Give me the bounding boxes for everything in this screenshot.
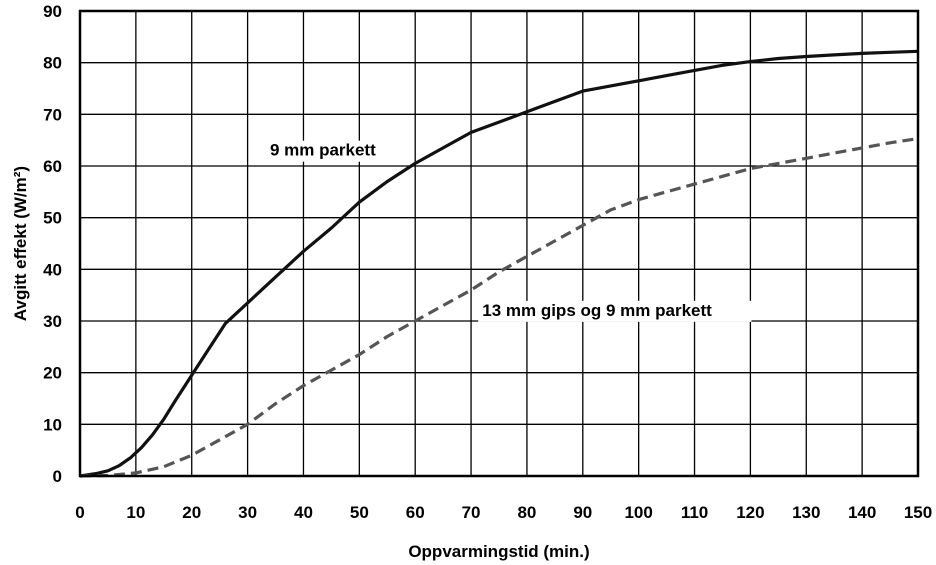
y-tick-label: 0 [53,467,62,486]
y-tick-label: 40 [43,260,62,279]
x-tick-label: 100 [624,503,652,522]
x-tick-label: 150 [904,503,932,522]
annotation-background [265,140,397,162]
x-tick-label: 80 [517,503,536,522]
annotations: 9 mm parkett 13 mm gips og 9 mm parkett [265,140,752,322]
x-tick-label: 20 [182,503,201,522]
x-tick-label: 60 [406,503,425,522]
y-axis-title: Avgitt effekt (W/m²) [11,166,30,321]
x-tick-label: 30 [238,503,257,522]
x-tick-label: 70 [462,503,481,522]
series-lines [79,49,919,478]
y-tick-label: 10 [43,415,62,434]
x-tick-label: 40 [294,503,313,522]
x-tick-label: 50 [350,503,369,522]
y-tick-label: 60 [43,157,62,176]
y-tick-labels: 0 10 20 30 40 50 60 70 80 90 [43,2,62,486]
series-line-1 [79,49,919,478]
x-tick-labels: 0 10 20 30 40 50 60 70 80 90 100 110 120 130 140 150 [75,503,932,522]
y-tick-label: 80 [43,54,62,73]
grid-lines [79,10,919,477]
x-tick-label: 130 [792,503,820,522]
series-annotation-label: 13 mm gips og 9 mm parkett [482,301,712,320]
x-tick-label: 0 [75,503,84,522]
x-tick-label: 110 [681,503,708,522]
series-line-2 [79,137,919,478]
y-tick-label: 30 [43,312,62,331]
series-annotation-label: 9 mm parkett [270,141,376,160]
x-axis-title: Oppvarmingstid (min.) [408,542,589,561]
plot-frame [78,9,920,478]
x-tick-label: 90 [573,503,592,522]
x-tick-label: 140 [848,503,876,522]
annotation-background [478,300,752,322]
x-tick-label: 120 [736,503,764,522]
x-tick-label: 10 [126,503,145,522]
y-tick-label: 70 [43,105,62,124]
y-tick-label: 20 [43,364,62,383]
y-tick-label: 90 [43,2,62,21]
y-tick-label: 50 [43,209,62,228]
